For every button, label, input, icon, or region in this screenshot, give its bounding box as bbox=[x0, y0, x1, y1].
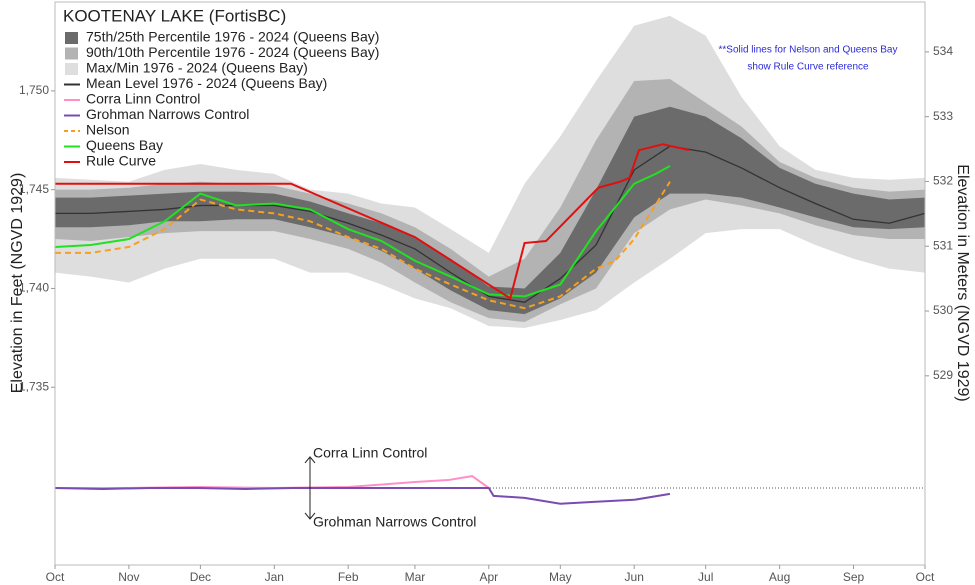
x-tick-label: Aug bbox=[769, 570, 790, 584]
x-tick-label: Sep bbox=[843, 570, 865, 584]
y-tick-label: 1,735 bbox=[19, 379, 49, 393]
plot-frame bbox=[54, 1, 926, 566]
y2-tick-label: 534 bbox=[933, 44, 953, 58]
series-line bbox=[55, 143, 690, 300]
annotation: Grohman Narrows Control bbox=[313, 514, 476, 530]
annotation: Corra Linn Control bbox=[313, 445, 427, 461]
y2-tick-label: 530 bbox=[933, 303, 953, 317]
y2-tick-label: 532 bbox=[933, 174, 953, 188]
legend-swatch bbox=[65, 47, 78, 60]
percentile-band bbox=[55, 15, 925, 328]
x-tick-label: Feb bbox=[338, 570, 359, 584]
x-tick-label: Jan bbox=[265, 570, 284, 584]
y-axis-label: Elevation in Feet (NGVD 1929) bbox=[9, 173, 26, 394]
arrow-head bbox=[304, 512, 316, 520]
x-tick-label: Jun bbox=[625, 570, 644, 584]
legend-label: Grohman Narrows Control bbox=[86, 106, 249, 122]
y2-tick-label: 533 bbox=[933, 109, 953, 123]
x-tick-label: Nov bbox=[118, 570, 139, 584]
arrow-head bbox=[304, 456, 316, 464]
y-tick-label: 1,740 bbox=[19, 281, 49, 295]
y2-axis-label: Elevation in Meters (NGVD 1929) bbox=[954, 164, 971, 401]
legend-label: Queens Bay bbox=[86, 137, 163, 153]
x-tick-label: Jul bbox=[698, 570, 713, 584]
y2-tick-label: 531 bbox=[933, 238, 953, 252]
series-line bbox=[55, 181, 671, 310]
chart-title: KOOTENAY LAKE (FortisBC) bbox=[63, 6, 286, 25]
legend-label: Mean Level 1976 - 2024 (Queens Bay) bbox=[86, 75, 327, 91]
y-tick-label: 1,745 bbox=[19, 182, 49, 196]
x-tick-label: May bbox=[549, 570, 572, 584]
x-tick-label: Oct bbox=[916, 570, 935, 584]
x-tick-label: Apr bbox=[479, 570, 498, 584]
y-tick-label: 1,750 bbox=[19, 83, 49, 97]
legend-label: Nelson bbox=[86, 122, 130, 138]
note: show Rule Curve reference bbox=[747, 62, 869, 73]
legend-label: Rule Curve bbox=[86, 153, 156, 169]
x-tick-label: Mar bbox=[405, 570, 426, 584]
x-tick-label: Oct bbox=[46, 570, 65, 584]
series-line bbox=[55, 145, 926, 303]
percentile-band bbox=[55, 106, 925, 315]
legend-label: 75th/25th Percentile 1976 - 2024 (Queens… bbox=[86, 29, 379, 45]
legend-swatch bbox=[65, 63, 78, 75]
series-line bbox=[54, 165, 671, 298]
x-tick-label: Dec bbox=[190, 570, 211, 584]
legend-label: Corra Linn Control bbox=[86, 91, 200, 107]
plot-area bbox=[54, 15, 926, 505]
legend-label: Max/Min 1976 - 2024 (Queens Bay) bbox=[86, 60, 308, 76]
series-line bbox=[55, 475, 490, 489]
series-line bbox=[54, 486, 671, 505]
legend-label: 90th/10th Percentile 1976 - 2024 (Queens… bbox=[86, 44, 379, 60]
note: **Solid lines for Nelson and Queens Bay bbox=[719, 45, 898, 56]
legend-swatch bbox=[65, 32, 78, 44]
y2-tick-label: 529 bbox=[933, 368, 953, 382]
